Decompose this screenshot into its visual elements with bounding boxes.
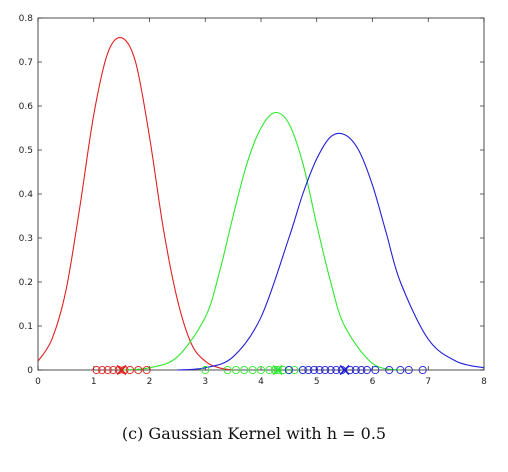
sample-point-marker [134,365,143,375]
x-tick-label: 8 [481,377,487,387]
x-tick-label: 4 [258,377,264,387]
density-curve-series-1 [37,36,234,371]
sample-point-marker [315,365,324,375]
mean-cross-marker [339,364,350,376]
x-tick-label: 6 [370,377,376,387]
sample-point-marker [418,365,427,375]
sample-point-marker [142,365,151,375]
sample-point-marker [309,365,319,375]
sample-markers [92,364,427,376]
x-tick-label: 1 [91,377,97,387]
sample-point-marker [304,365,313,375]
sample-point-marker [125,365,135,375]
x-tick-label: 2 [147,377,153,387]
sample-point-marker [92,365,101,375]
sample-point-marker [98,365,107,375]
sample-point-marker [109,365,118,375]
y-tick-label: 0.8 [19,14,34,24]
y-tick-label: 0 [27,366,33,376]
sample-point-marker [404,365,413,375]
y-tick-label: 0.7 [19,58,33,68]
sample-point-marker [321,365,330,375]
mean-cross-marker [116,364,127,376]
x-tick-label: 3 [202,377,208,387]
y-tick-label: 0.1 [19,322,33,332]
sample-point-marker [290,365,299,375]
sample-point-marker [371,365,380,375]
density-curve-series-3 [177,132,485,371]
x-tick-label: 7 [425,377,431,387]
sample-point-marker [351,365,360,375]
figure-caption: (c) Gaussian Kernel with h = 0.5 [121,424,387,443]
sample-point-marker [326,365,335,375]
x-tick-label: 5 [314,377,320,387]
sample-point-marker [284,365,293,375]
sample-point-marker [231,365,240,375]
sample-point-marker [265,365,274,375]
sample-point-marker [332,365,341,375]
sample-point-marker [240,365,249,375]
mean-cross-marker [272,364,283,376]
kde-chart: 0 1 2 3 4 5 6 7 8 0 0.1 0.2 0.3 0.4 0.5 0.6 0.7 0.8 [19,14,487,387]
axis-ticks: 0 1 2 3 4 5 6 7 8 0 0.1 0.2 0.3 0.4 0.5 0.6 0.7 0.8 [19,14,487,387]
y-tick-label: 0.2 [19,278,33,288]
sample-point-marker [362,365,371,375]
sample-point-marker [279,365,288,375]
sample-point-marker [298,365,307,375]
sample-point-marker [256,365,266,375]
y-tick-label: 0.3 [19,234,33,244]
sample-point-marker [273,365,282,375]
y-tick-label: 0.6 [19,102,34,112]
sample-point-marker [201,365,210,375]
sample-point-marker [346,365,355,375]
sample-point-marker [103,365,112,375]
density-curves [37,36,485,371]
y-tick-label: 0.4 [19,190,34,200]
sample-point-marker [248,365,257,375]
sample-point-marker [385,365,394,375]
sample-point-marker [396,365,405,375]
y-tick-label: 0.5 [19,146,33,156]
sample-point-marker [223,365,232,375]
x-tick-label: 0 [35,377,41,387]
sample-point-marker [357,365,366,375]
density-curve-series-2 [121,111,401,371]
